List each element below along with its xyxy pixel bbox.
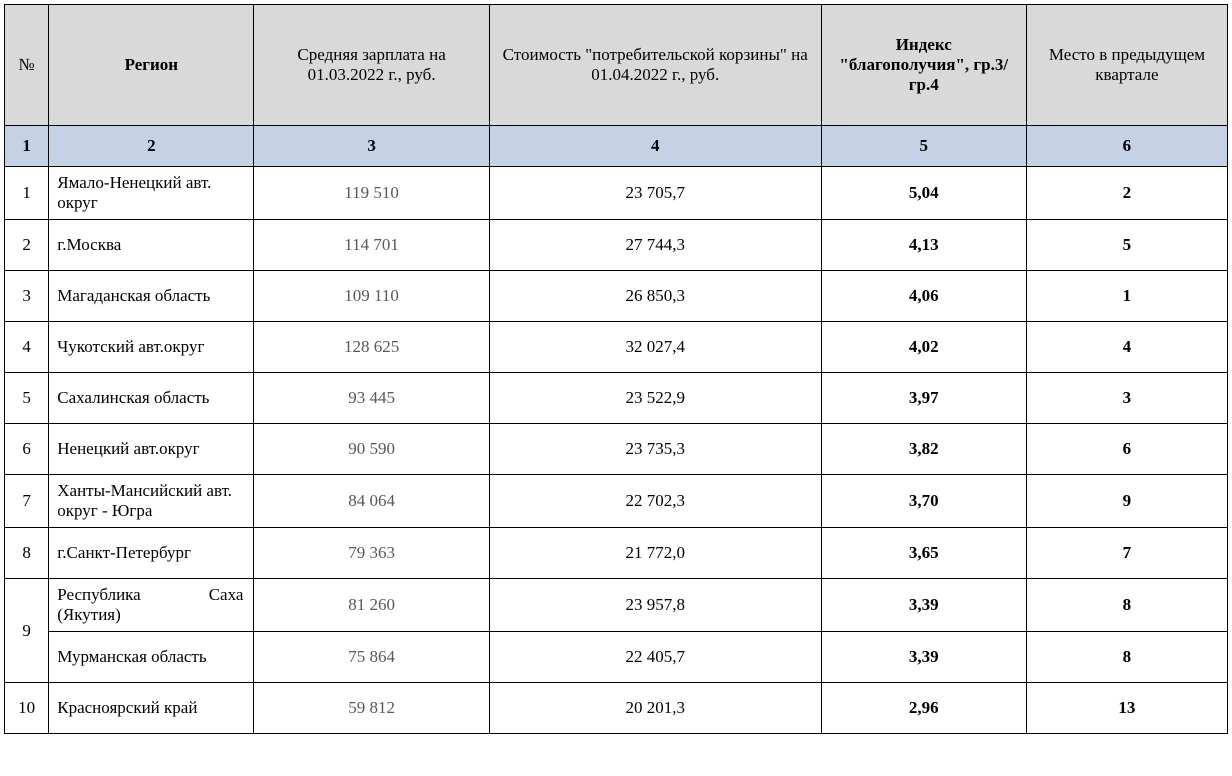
avg-salary: 128 625 xyxy=(254,322,489,373)
basket-cost: 21 772,0 xyxy=(489,528,821,579)
wellbeing-index: 5,04 xyxy=(821,167,1026,220)
col-header-basket: Стоимость "потребительской корзины" на 0… xyxy=(489,5,821,126)
basket-cost: 27 744,3 xyxy=(489,220,821,271)
region-name: Чукотский авт.округ xyxy=(49,322,254,373)
wellbeing-index: 2,96 xyxy=(821,683,1026,734)
wellbeing-index: 3,97 xyxy=(821,373,1026,424)
table-row: 2г.Москва114 70127 744,34,135 xyxy=(5,220,1228,271)
prev-quarter-rank: 4 xyxy=(1026,322,1227,373)
row-number: 9 xyxy=(5,579,49,683)
basket-cost: 23 957,8 xyxy=(489,579,821,632)
basket-cost: 20 201,3 xyxy=(489,683,821,734)
colnum-5: 5 xyxy=(821,126,1026,167)
avg-salary: 59 812 xyxy=(254,683,489,734)
avg-salary: 84 064 xyxy=(254,475,489,528)
wellbeing-index: 4,06 xyxy=(821,271,1026,322)
wellbeing-index: 4,13 xyxy=(821,220,1026,271)
row-number: 10 xyxy=(5,683,49,734)
region-name: Республика Саха (Якутия) xyxy=(49,579,254,632)
col-header-number: № xyxy=(5,5,49,126)
colnum-6: 6 xyxy=(1026,126,1227,167)
row-number: 2 xyxy=(5,220,49,271)
wellbeing-index-table: № Регион Средняя зарплата на 01.03.2022 … xyxy=(4,4,1228,734)
prev-quarter-rank: 6 xyxy=(1026,424,1227,475)
region-name: Мурманская область xyxy=(49,632,254,683)
region-name: г.Санкт-Петербург xyxy=(49,528,254,579)
prev-quarter-rank: 7 xyxy=(1026,528,1227,579)
prev-quarter-rank: 1 xyxy=(1026,271,1227,322)
col-header-index: Индекс "благополучия", гр.3/гр.4 xyxy=(821,5,1026,126)
avg-salary: 114 701 xyxy=(254,220,489,271)
col-header-region: Регион xyxy=(49,5,254,126)
avg-salary: 109 110 xyxy=(254,271,489,322)
basket-cost: 23 735,3 xyxy=(489,424,821,475)
table-row: 9Республика Саха (Якутия)81 26023 957,83… xyxy=(5,579,1228,632)
avg-salary: 75 864 xyxy=(254,632,489,683)
region-name: Ханты-Мансийский авт. округ - Югра xyxy=(49,475,254,528)
prev-quarter-rank: 3 xyxy=(1026,373,1227,424)
row-number: 8 xyxy=(5,528,49,579)
row-number: 1 xyxy=(5,167,49,220)
region-name: Сахалинская область xyxy=(49,373,254,424)
prev-quarter-rank: 8 xyxy=(1026,579,1227,632)
basket-cost: 22 702,3 xyxy=(489,475,821,528)
wellbeing-index: 3,65 xyxy=(821,528,1026,579)
col-header-prev: Место в предыдущем квартале xyxy=(1026,5,1227,126)
table-row: 6Ненецкий авт.округ90 59023 735,33,826 xyxy=(5,424,1228,475)
basket-cost: 32 027,4 xyxy=(489,322,821,373)
avg-salary: 93 445 xyxy=(254,373,489,424)
prev-quarter-rank: 8 xyxy=(1026,632,1227,683)
row-number: 7 xyxy=(5,475,49,528)
row-number: 6 xyxy=(5,424,49,475)
table-row: 10Красноярский край59 81220 201,32,9613 xyxy=(5,683,1228,734)
row-number: 3 xyxy=(5,271,49,322)
table-body: 1 2 3 4 5 6 1Ямало-Ненецкий авт. округ11… xyxy=(5,126,1228,734)
row-number: 4 xyxy=(5,322,49,373)
avg-salary: 90 590 xyxy=(254,424,489,475)
prev-quarter-rank: 2 xyxy=(1026,167,1227,220)
prev-quarter-rank: 9 xyxy=(1026,475,1227,528)
col-header-salary: Средняя зарплата на 01.03.2022 г., руб. xyxy=(254,5,489,126)
colnum-1: 1 xyxy=(5,126,49,167)
region-name: г.Москва xyxy=(49,220,254,271)
basket-cost: 23 522,9 xyxy=(489,373,821,424)
region-name: Магаданская область xyxy=(49,271,254,322)
table-row: 7Ханты-Мансийский авт. округ - Югра84 06… xyxy=(5,475,1228,528)
colnum-3: 3 xyxy=(254,126,489,167)
table-row: 4Чукотский авт.округ128 62532 027,44,024 xyxy=(5,322,1228,373)
column-number-row: 1 2 3 4 5 6 xyxy=(5,126,1228,167)
table-row: 5Сахалинская область93 44523 522,93,973 xyxy=(5,373,1228,424)
region-name: Ненецкий авт.округ xyxy=(49,424,254,475)
basket-cost: 26 850,3 xyxy=(489,271,821,322)
basket-cost: 22 405,7 xyxy=(489,632,821,683)
colnum-4: 4 xyxy=(489,126,821,167)
wellbeing-index: 3,39 xyxy=(821,579,1026,632)
basket-cost: 23 705,7 xyxy=(489,167,821,220)
table-row: 3Магаданская область109 11026 850,34,061 xyxy=(5,271,1228,322)
table-row: Мурманская область75 86422 405,73,398 xyxy=(5,632,1228,683)
wellbeing-index: 3,70 xyxy=(821,475,1026,528)
avg-salary: 81 260 xyxy=(254,579,489,632)
table-row: 8г.Санкт-Петербург79 36321 772,03,657 xyxy=(5,528,1228,579)
wellbeing-index: 3,82 xyxy=(821,424,1026,475)
row-number: 5 xyxy=(5,373,49,424)
prev-quarter-rank: 5 xyxy=(1026,220,1227,271)
avg-salary: 119 510 xyxy=(254,167,489,220)
colnum-2: 2 xyxy=(49,126,254,167)
region-name: Красноярский край xyxy=(49,683,254,734)
prev-quarter-rank: 13 xyxy=(1026,683,1227,734)
wellbeing-index: 3,39 xyxy=(821,632,1026,683)
region-name: Ямало-Ненецкий авт. округ xyxy=(49,167,254,220)
avg-salary: 79 363 xyxy=(254,528,489,579)
table-row: 1Ямало-Ненецкий авт. округ119 51023 705,… xyxy=(5,167,1228,220)
wellbeing-index: 4,02 xyxy=(821,322,1026,373)
table-header-row: № Регион Средняя зарплата на 01.03.2022 … xyxy=(5,5,1228,126)
